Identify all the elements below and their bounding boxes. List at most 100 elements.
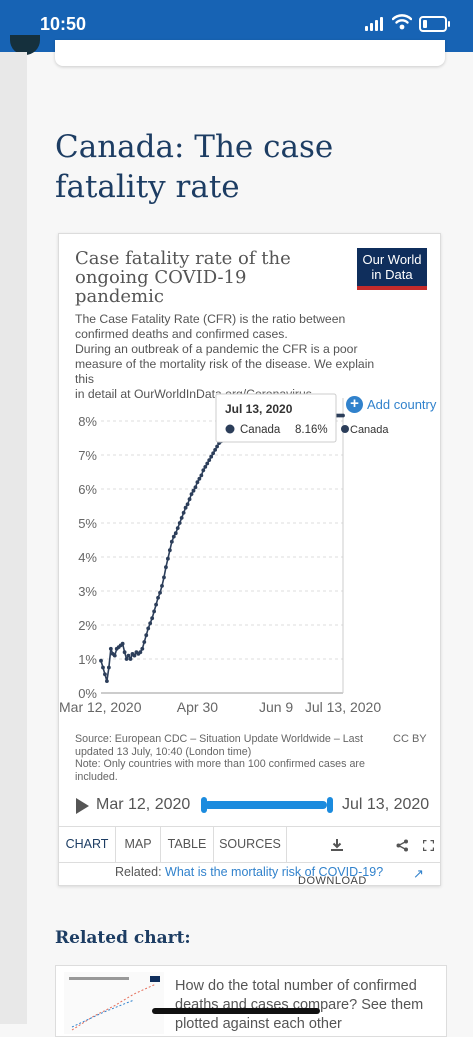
- tab-map[interactable]: MAP: [116, 827, 161, 862]
- external-link-icon[interactable]: ↗: [413, 866, 424, 881]
- data-point: [169, 539, 174, 544]
- y-tick-label: 0%: [78, 686, 97, 701]
- source-line: included.: [75, 770, 118, 783]
- x-tick-label: Jun 9: [259, 699, 293, 715]
- data-point: [203, 465, 208, 469]
- data-point: [160, 584, 164, 588]
- data-point: [105, 679, 109, 683]
- tooltip-country: Canada: [240, 424, 281, 436]
- subtitle-line: measure of the mortality risk of the dis…: [75, 357, 375, 386]
- data-point: [126, 653, 131, 658]
- data-point: [215, 444, 219, 449]
- y-tick-label: 1%: [78, 652, 97, 667]
- timeline-end-handle[interactable]: [327, 797, 333, 813]
- data-point: [140, 646, 145, 651]
- data-point: [173, 531, 178, 536]
- y-tick-label: 3%: [78, 584, 97, 599]
- tooltip-box: [215, 393, 337, 443]
- related-question-link[interactable]: What is the mortality risk of COVID-19?: [165, 865, 384, 879]
- y-tick-label: 7%: [78, 448, 97, 463]
- data-point: [209, 454, 214, 459]
- related-chart-text: How do the total number of confirmed dea…: [175, 978, 424, 1032]
- data-point: [201, 468, 206, 473]
- related-chart-card[interactable]: How do the total number of confirmed dea…: [55, 965, 447, 1037]
- status-time: 10:50: [40, 14, 87, 34]
- data-point: [164, 565, 168, 570]
- data-point: [128, 657, 133, 661]
- logo-line-2: in Data: [371, 267, 413, 282]
- data-point: [154, 602, 158, 607]
- left-rail: [0, 52, 27, 1024]
- data-point: [205, 461, 210, 466]
- series-label-dot: [341, 425, 349, 433]
- x-tick-label: Jul 13, 2020: [305, 699, 381, 715]
- battery-icon: [419, 16, 450, 32]
- play-icon[interactable]: [76, 798, 89, 814]
- data-point: [213, 448, 218, 452]
- data-point: [146, 626, 151, 631]
- license-link[interactable]: CC BY: [393, 733, 427, 745]
- data-point: [191, 488, 196, 493]
- data-point: [341, 413, 345, 418]
- previous-card: [55, 40, 445, 66]
- tab-chart[interactable]: CHART: [59, 827, 116, 862]
- data-point: [195, 480, 200, 485]
- data-point: [103, 672, 107, 677]
- related-chart-thumbnail: [64, 972, 164, 1034]
- owid-logo[interactable]: Our World in Data: [357, 248, 427, 290]
- tooltip-value: 8.16%: [295, 424, 328, 436]
- data-point: [156, 595, 160, 600]
- series-label: Canada: [341, 424, 389, 436]
- share-icon: [396, 839, 408, 852]
- y-tick-label: 6%: [78, 482, 97, 497]
- source-note: Source: European CDC – Situation Update …: [75, 733, 375, 783]
- signal-icon: [365, 17, 383, 31]
- data-point: [171, 534, 176, 539]
- data-point: [112, 653, 117, 658]
- tab-table[interactable]: TABLE: [161, 827, 214, 862]
- data-point: [124, 657, 129, 661]
- menu-button[interactable]: [10, 35, 40, 55]
- data-point: [99, 658, 103, 663]
- wifi-icon: [392, 14, 412, 30]
- data-point: [158, 590, 162, 595]
- subtitle-line: During an outbreak of a pandemic the CFR…: [75, 342, 358, 356]
- subtitle-line: The Case Fatality Rate (CFR) is the rati…: [75, 312, 346, 326]
- y-tick-label: 8%: [78, 414, 97, 429]
- x-tick-label: Apr 30: [177, 699, 218, 715]
- timeline-track[interactable]: [204, 801, 327, 809]
- share-button[interactable]: [389, 827, 415, 862]
- data-point: [187, 497, 192, 502]
- data-point: [132, 653, 137, 658]
- data-point: [106, 665, 111, 670]
- related-chart-heading: Related chart:: [55, 928, 191, 948]
- data-point: [150, 616, 155, 621]
- home-indicator: [152, 1008, 320, 1014]
- add-country-label: Add country: [367, 397, 437, 412]
- source-line: Source: European CDC – Situation Update …: [75, 733, 363, 745]
- add-country-button[interactable]: + Add country: [346, 396, 436, 413]
- tab-sources[interactable]: SOURCES: [214, 827, 287, 862]
- fullscreen-button[interactable]: [417, 827, 439, 862]
- data-point: [120, 641, 125, 646]
- chart-card: Case fatality rate of the ongoing COVID-…: [58, 233, 441, 887]
- data-point: [144, 633, 149, 638]
- data-point: [193, 485, 198, 490]
- download-button[interactable]: [321, 827, 353, 862]
- data-point: [175, 526, 180, 530]
- y-tick-label: 4%: [78, 550, 97, 565]
- page-title: Canada: The case fatality rate: [55, 129, 334, 205]
- series-label-text: Canada: [350, 424, 389, 436]
- timeline-start-handle[interactable]: [201, 797, 207, 813]
- data-point: [199, 473, 204, 478]
- timeline-start-label: Mar 12, 2020: [96, 796, 191, 813]
- timeline: Mar 12, 2020 Jul 13, 2020: [59, 794, 440, 818]
- related-prefix: Related:: [115, 865, 162, 879]
- download-icon: [331, 839, 343, 852]
- data-point: [183, 505, 188, 510]
- line-chart[interactable]: 0% 1% 2% 3% 4% 5% 6% 7% 8% Mar 12, 2020 Apr 30 Jun…: [59, 384, 440, 719]
- data-point: [165, 556, 170, 561]
- tooltip-dot: [225, 424, 235, 434]
- timeline-end-label: Jul 13, 2020: [342, 796, 430, 813]
- data-point: [181, 510, 186, 515]
